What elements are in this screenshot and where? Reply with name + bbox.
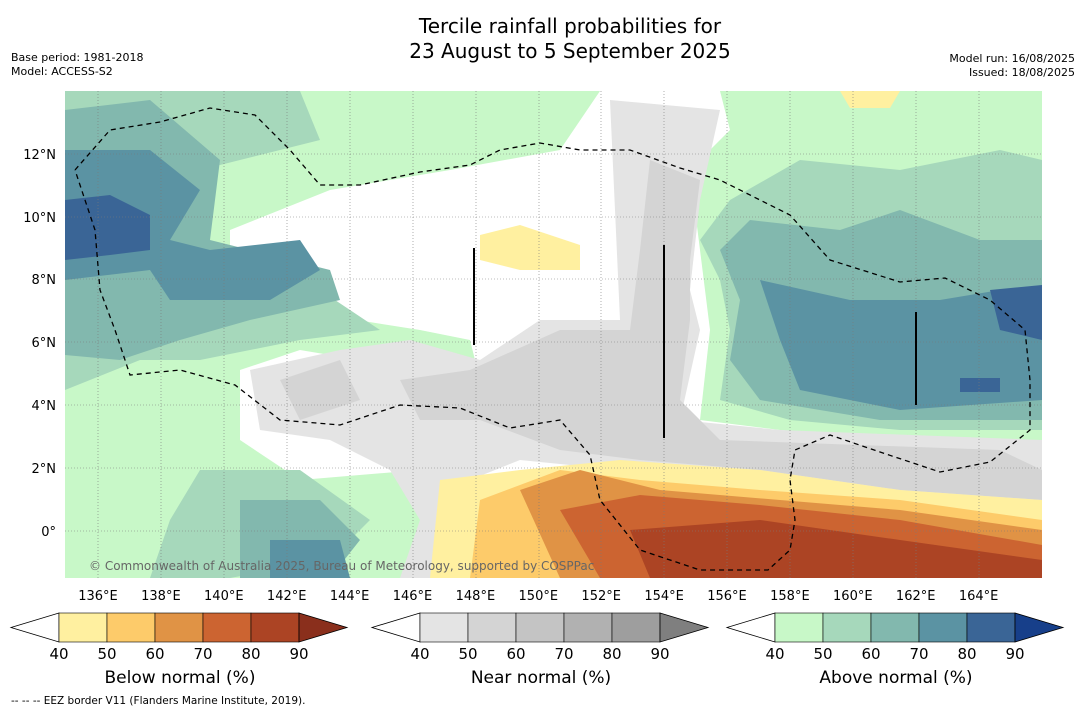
colorbar-tick-label: 70: [909, 645, 928, 663]
run-info: Model run: 16/08/2025 Issued: 18/08/2025: [949, 52, 1075, 80]
colorbar-tick-label: 60: [145, 645, 164, 663]
base-period: Base period: 1981-2018: [11, 51, 144, 64]
colorbar-segment: [154, 612, 204, 643]
map-title: Tercile rainfall probabilities for 23 Au…: [0, 14, 1085, 64]
lat-tick-label: 12°N: [23, 148, 56, 163]
map-field: [65, 91, 1042, 578]
colorbar-near-normal: 40 50 60 70 80 90: [370, 612, 710, 663]
colorbar-tick-label: 90: [650, 645, 669, 663]
lon-tick-label: 136°E: [78, 589, 118, 604]
colorbar-segment: [918, 612, 968, 643]
above-normal-70-east: [760, 280, 1042, 410]
lon-tick-label: 150°E: [519, 589, 559, 604]
colorbar-over-arrow: [659, 612, 710, 643]
colorbar-tick-label: 50: [813, 645, 832, 663]
colorbar-under-arrow: [9, 612, 60, 643]
colorbar-under-arrow: [370, 612, 421, 643]
colorbar-segment: [58, 612, 108, 643]
colorbar-segment: [515, 612, 565, 643]
colorbar-segment: [250, 612, 300, 643]
lat-tick-label: 2°N: [32, 462, 57, 477]
copyright-notice: © Commonwealth of Australia 2025, Bureau…: [89, 559, 594, 573]
colorbar-segment: [202, 612, 252, 643]
model-run-date: Model run: 16/08/2025: [949, 52, 1075, 65]
colorbar-tick-label: 70: [193, 645, 212, 663]
eez-border: [74, 107, 1031, 571]
lat-tick-label: 10°N: [23, 211, 56, 226]
below-normal-80: [630, 520, 1042, 578]
colorbar-segment: [106, 612, 156, 643]
colorbar-tick-label: 60: [506, 645, 525, 663]
colorbar-segment: [822, 612, 872, 643]
colorbar-tick-label: 70: [554, 645, 573, 663]
eez-footnote: -- -- -- EEZ border V11 (Flanders Marine…: [11, 695, 306, 707]
colorbar-tick-label: 90: [1005, 645, 1024, 663]
above-normal-80-west: [65, 195, 150, 260]
colorbar-segment: [774, 612, 824, 643]
above-normal-70-west: [65, 150, 350, 578]
colorbar-tick-label: 50: [97, 645, 116, 663]
colorbar-tick-label: 80: [957, 645, 976, 663]
issued-date: Issued: 18/08/2025: [968, 66, 1075, 79]
colorbar-under-arrow: [725, 612, 776, 643]
colorbar-tick-label: 80: [241, 645, 260, 663]
below-normal-label: Below normal (%): [104, 668, 256, 688]
lon-tick-label: 144°E: [330, 589, 370, 604]
colorbar-tick-label: 40: [410, 645, 429, 663]
colorbar-segment: [467, 612, 517, 643]
colorbar-segment: [611, 612, 661, 643]
colorbar-tick-label: 90: [289, 645, 308, 663]
title-line-2: 23 August to 5 September 2025: [409, 39, 731, 63]
longitude-labels: 136°E 138°E 140°E 142°E 144°E 146°E 148°E 150°E…: [78, 589, 998, 604]
colorbar-tick-label: 60: [861, 645, 880, 663]
lon-tick-label: 142°E: [267, 589, 307, 604]
above-normal-label: Above normal (%): [819, 668, 973, 688]
colorbar-below-normal: 40 50 60 70 80 90: [9, 612, 349, 663]
lat-tick-label: 8°N: [32, 273, 57, 288]
lat-tick-label: 0°: [41, 525, 56, 540]
colorbar-segment: [419, 612, 469, 643]
colorbar-over-arrow: [298, 612, 349, 643]
lon-tick-label: 162°E: [896, 589, 936, 604]
colorbar-tick-label: 40: [49, 645, 68, 663]
lon-tick-label: 138°E: [141, 589, 181, 604]
lon-tick-label: 154°E: [644, 589, 684, 604]
lon-tick-label: 160°E: [833, 589, 873, 604]
lon-tick-label: 164°E: [959, 589, 999, 604]
colorbar-segment: [966, 612, 1016, 643]
colorbar-tick-label: 80: [602, 645, 621, 663]
near-normal-50: [280, 160, 1042, 500]
colorbar-tick-label: 50: [458, 645, 477, 663]
model-info: Base period: 1981-2018 Model: ACCESS-S2: [11, 51, 143, 79]
lon-tick-label: 148°E: [456, 589, 496, 604]
lon-tick-label: 156°E: [707, 589, 747, 604]
near-normal-label: Near normal (%): [470, 668, 612, 688]
lon-tick-label: 152°E: [581, 589, 621, 604]
above-normal-80-east: [960, 285, 1042, 392]
lon-tick-label: 158°E: [770, 589, 810, 604]
lon-tick-label: 140°E: [204, 589, 244, 604]
colorbar-segment: [870, 612, 920, 643]
colorbar-segment: [563, 612, 613, 643]
model-name: Model: ACCESS-S2: [11, 65, 113, 78]
lon-tick-label: 146°E: [393, 589, 433, 604]
colorbar-over-arrow: [1014, 612, 1065, 643]
colorbar-tick-label: 40: [765, 645, 784, 663]
lat-tick-label: 6°N: [32, 336, 57, 351]
latitude-labels: 12°N 10°N 8°N 6°N 4°N 2°N 0°: [23, 148, 56, 540]
title-line-1: Tercile rainfall probabilities for: [418, 14, 722, 38]
colorbar-above-normal: 40 50 60 70 80 90: [725, 612, 1065, 663]
lat-tick-label: 4°N: [32, 399, 57, 414]
zone-markers: [473, 245, 917, 438]
